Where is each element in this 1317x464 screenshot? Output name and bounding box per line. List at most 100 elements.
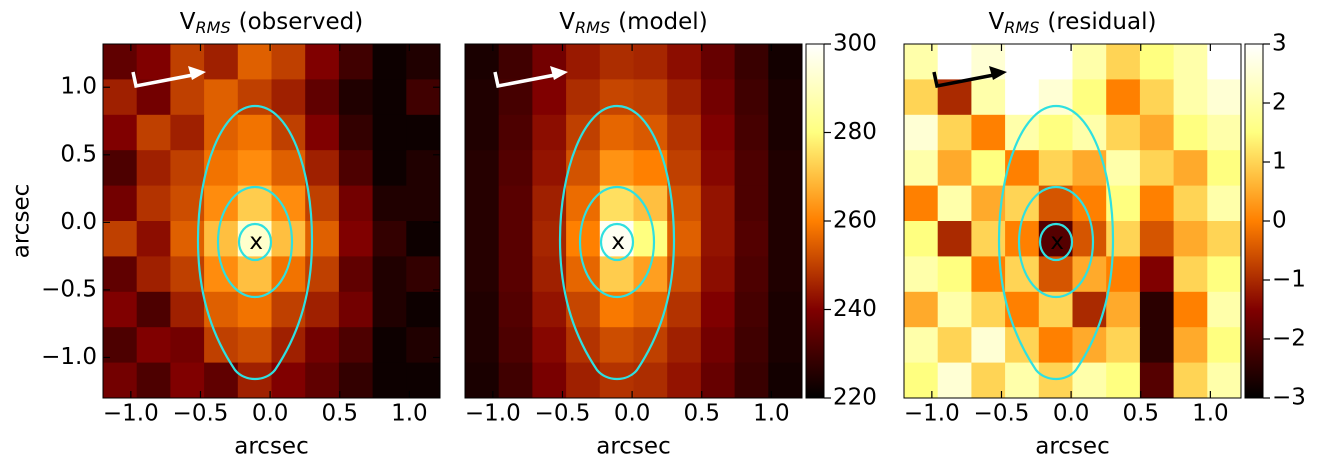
heatmap-cell [904, 291, 939, 328]
colorbar-tick-label: 1 [1272, 149, 1287, 175]
colorbar-tick-label: 220 [833, 385, 877, 411]
heatmap-cell [937, 256, 972, 293]
heatmap-cell [768, 185, 803, 222]
x-axis-label: arcsec [596, 434, 670, 460]
arrow-head [188, 66, 206, 80]
heatmap-cell [1072, 221, 1107, 257]
heatmap-cell [237, 327, 272, 364]
heatmap-cell [372, 221, 407, 257]
heatmap-cell [372, 79, 407, 116]
heatmap-cell [1005, 185, 1040, 222]
heatmap-cell [170, 291, 205, 328]
heatmap-cell [1139, 291, 1175, 328]
heatmap-cell [768, 44, 803, 80]
heatmap-cell [734, 362, 769, 399]
heatmap-cell [1106, 291, 1141, 328]
arrow-head [989, 66, 1007, 80]
heatmap-cell [498, 327, 533, 364]
heatmap-cell [667, 362, 702, 399]
heatmap-cell [768, 256, 803, 293]
heatmap-cell [1207, 327, 1242, 364]
heatmap-cell [1106, 327, 1141, 364]
heatmap-cell [667, 79, 702, 116]
colorbar-tick-label: −1 [1272, 267, 1306, 293]
heatmap-cell [338, 327, 374, 364]
arrow [932, 71, 1000, 89]
heatmap-cell [904, 327, 939, 364]
heatmap-cell [566, 79, 601, 116]
title-suffix: (model) [618, 9, 708, 35]
heatmap-cell [170, 327, 205, 364]
heatmap-cell [904, 256, 939, 293]
heatmap-cell [937, 362, 972, 399]
heatmap-cell [566, 291, 601, 328]
heatmap-cell [103, 150, 138, 187]
heatmap-cell [1207, 150, 1242, 187]
heatmap-cell [1139, 150, 1175, 187]
heatmap-cell [1173, 150, 1208, 187]
heatmap-cell [1139, 256, 1175, 293]
heatmap-cell [103, 291, 138, 328]
heatmap-cell [305, 44, 340, 80]
heatmap-cell [372, 256, 407, 293]
heatmap-cell [599, 44, 634, 80]
heatmap-cell [498, 150, 533, 187]
center-marker: x [1050, 229, 1064, 255]
heatmap-cell [1038, 44, 1073, 80]
heatmap-cell [566, 44, 601, 80]
heatmap-cell [1207, 221, 1242, 257]
heatmap-cell [103, 114, 138, 151]
heatmap-cell [566, 185, 601, 222]
heatmap-cell [136, 291, 171, 328]
title-main: V [559, 9, 575, 35]
heatmap-cell [465, 362, 500, 399]
heatmap-cell [271, 291, 306, 328]
x-tick-label: 0.5 [321, 401, 358, 427]
heatmap-cell [465, 327, 500, 364]
heatmap-cell [1072, 114, 1107, 151]
x-tick-label: −1.0 [904, 401, 960, 427]
heatmap-cell [338, 256, 374, 293]
heatmap-cell [498, 221, 533, 257]
heatmap-cell [271, 44, 306, 80]
center-marker: x [249, 229, 263, 255]
heatmap-cell [498, 291, 533, 328]
heatmap-cell [271, 114, 306, 151]
heatmap-cell [305, 362, 340, 399]
heatmap-cell [971, 327, 1006, 364]
heatmap-cell [465, 256, 500, 293]
heatmap-cell [204, 44, 239, 80]
x-tick-label: −1.0 [465, 401, 521, 427]
heatmap-cell [338, 114, 374, 151]
heatmap-cell [406, 44, 441, 80]
heatmap-cell [566, 150, 601, 187]
chart-title: VRMS (observed) [180, 9, 363, 37]
heatmap-cell [1038, 185, 1073, 222]
plot-frame [903, 43, 1242, 399]
heatmap-cell [633, 221, 668, 257]
x-tick-label: −1.0 [103, 401, 159, 427]
heatmap-cell [136, 44, 171, 80]
heatmap-cell [734, 79, 769, 116]
heatmap-cell [372, 114, 407, 151]
heatmap-cell [667, 150, 702, 187]
contour [578, 185, 656, 299]
colorbar-tick-label: 280 [833, 119, 877, 145]
heatmap-cell [1173, 221, 1208, 257]
heatmap-cell [204, 185, 239, 222]
heatmap-cell [700, 256, 736, 293]
heatmap-cell [338, 185, 374, 222]
heatmap-cell [1106, 362, 1141, 399]
contour [599, 222, 635, 262]
heatmap-cell [1038, 327, 1073, 364]
colorbar-tick-label: 300 [833, 31, 877, 57]
heatmap-cell [465, 221, 500, 257]
heatmap-cell [937, 327, 972, 364]
heatmap-cell [700, 79, 736, 116]
heatmap-cell [532, 221, 567, 257]
y-tick-label: −0.5 [41, 276, 97, 302]
heatmap-cell [937, 185, 972, 222]
heatmap-cell [204, 221, 239, 257]
heatmap-cell [498, 185, 533, 222]
